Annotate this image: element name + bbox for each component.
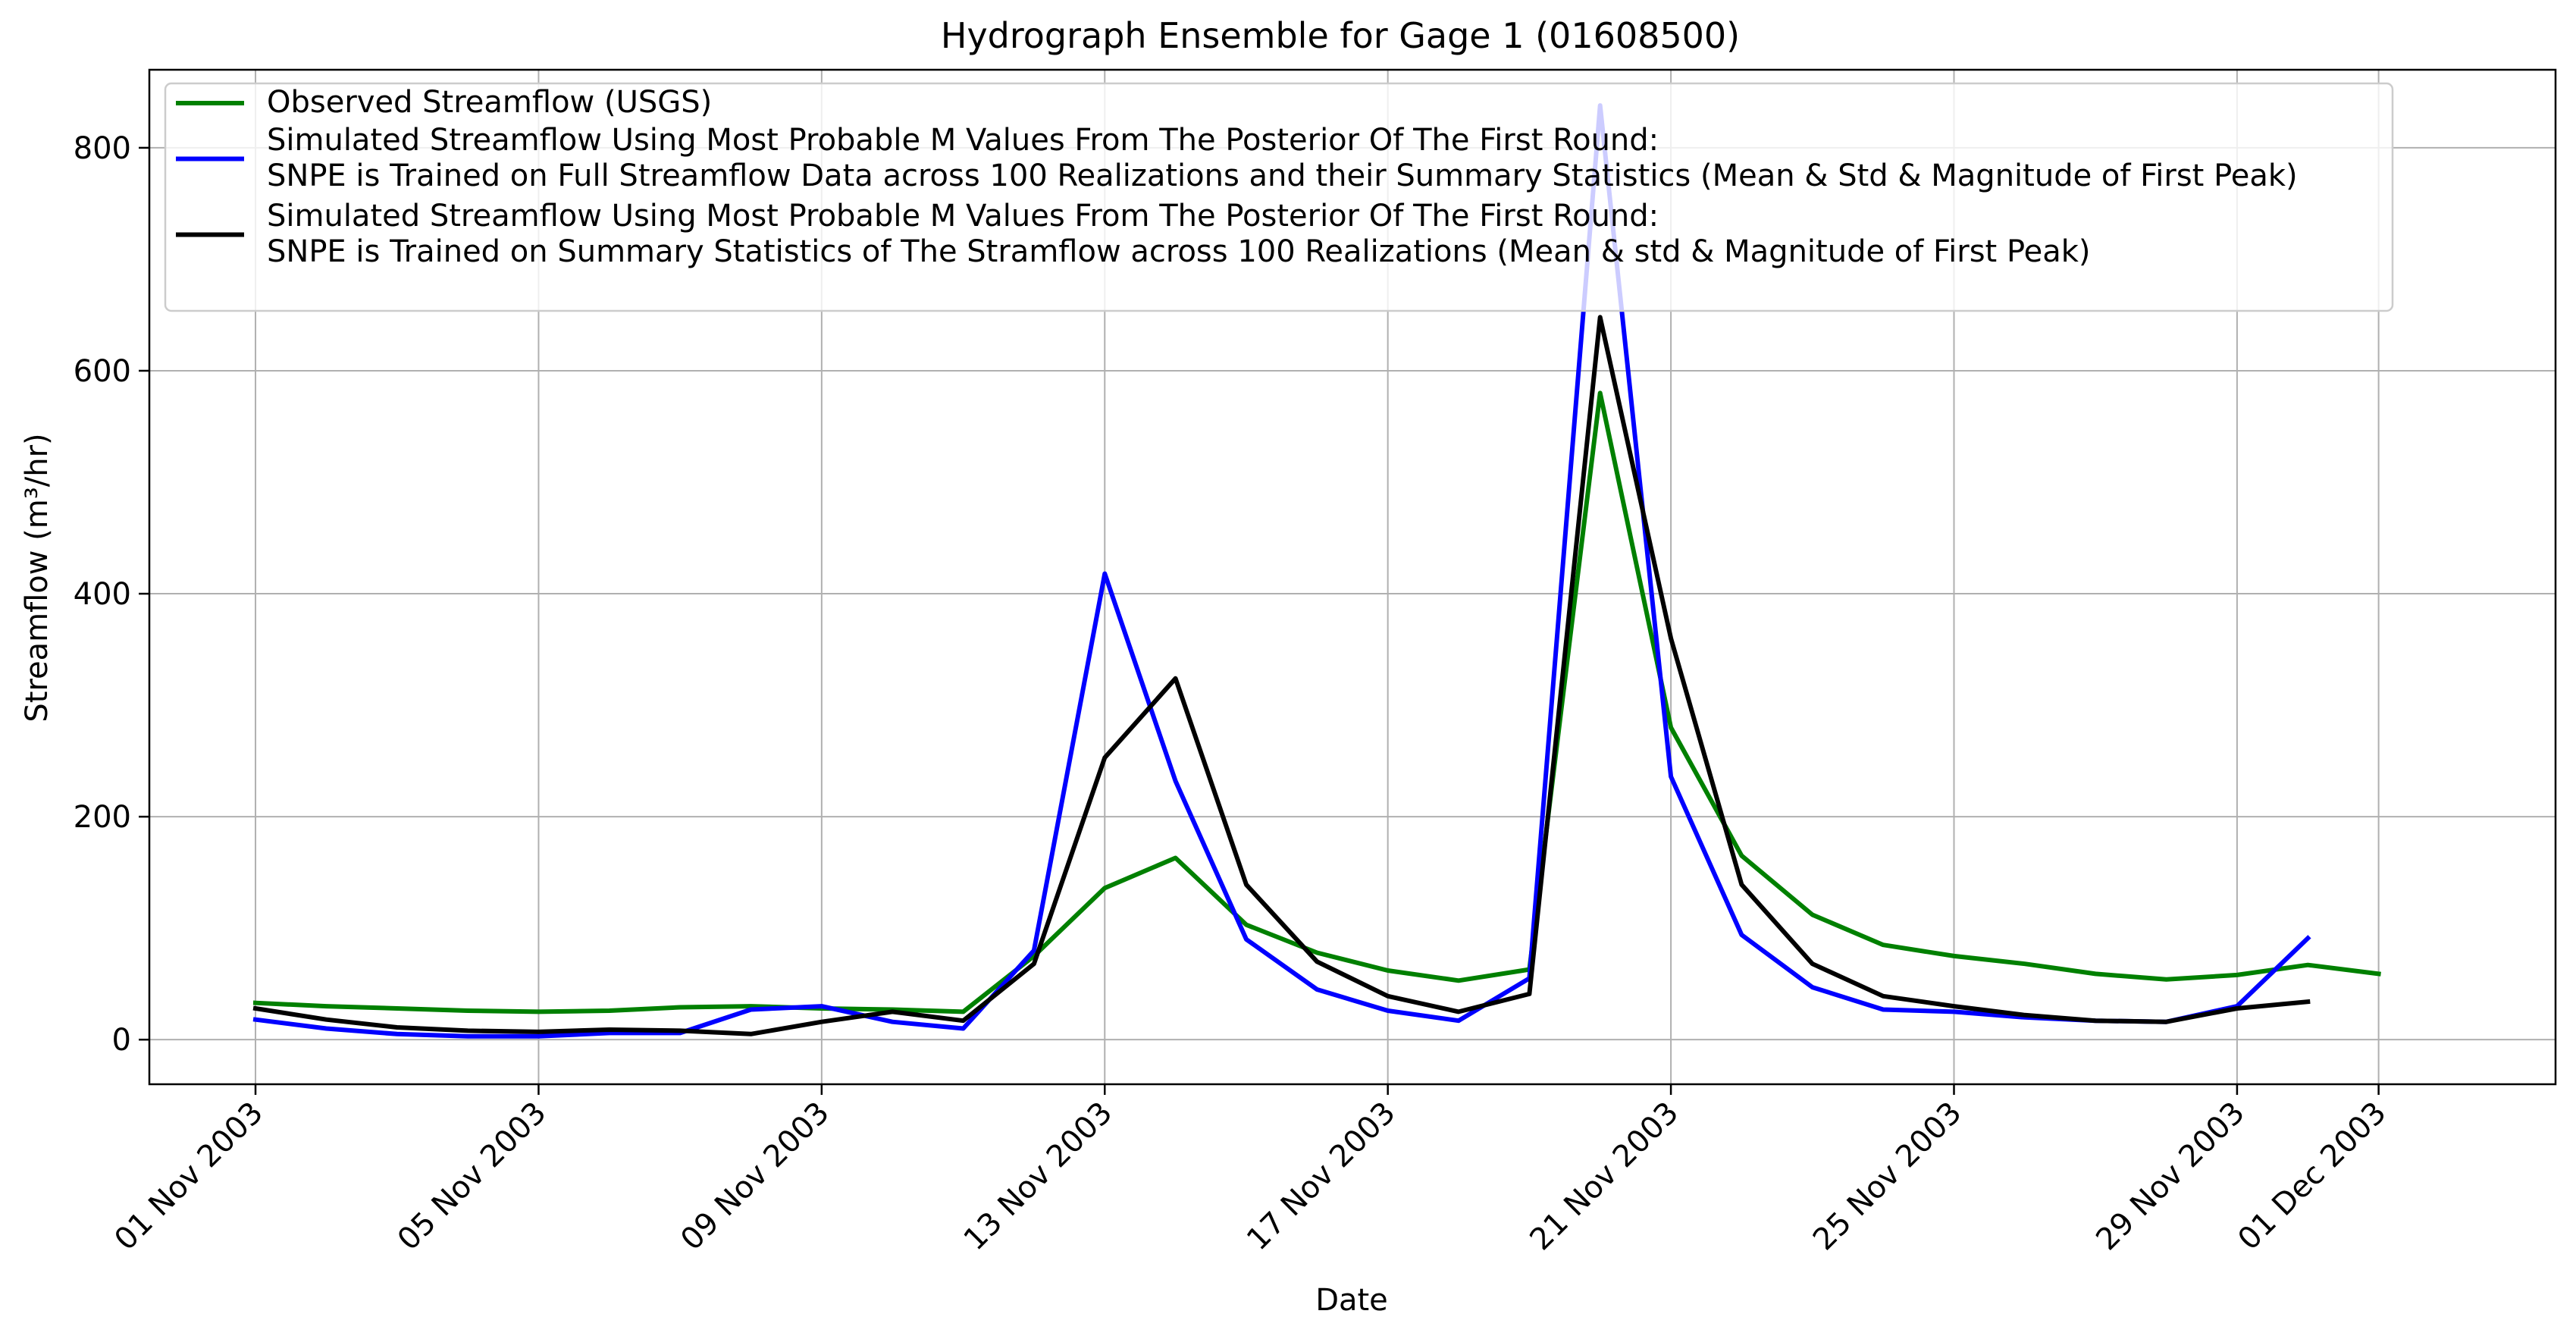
- series-line-3: [252, 315, 2311, 1036]
- y-axis-ticks: 0 200 400 600 800: [74, 131, 149, 1058]
- series-line-2: [252, 103, 2311, 1039]
- legend-frame: [164, 82, 2394, 312]
- y-tick-label: 200: [74, 800, 131, 835]
- series-lines: [252, 103, 2381, 1039]
- legend-entry-3: Simulated Streamflow Using Most Probable…: [267, 199, 2091, 269]
- y-tick-label: 0: [112, 1023, 131, 1058]
- y-axis-label: Streamflow (m³/hr): [20, 433, 55, 722]
- y-tick-label: 400: [74, 577, 131, 612]
- y-tick-label: 600: [74, 354, 131, 389]
- legend-entry-2: Simulated Streamflow Using Most Probable…: [267, 123, 2298, 193]
- chart-title: Hydrograph Ensemble for Gage 1 (01608500…: [941, 15, 1740, 56]
- legend-entry-1: Observed Streamflow (USGS): [267, 85, 712, 120]
- y-tick-label: 800: [74, 131, 131, 166]
- x-axis-label: Date: [1315, 1283, 1388, 1318]
- plot-frame: [148, 68, 2557, 1086]
- series-line-1: [252, 390, 2381, 1014]
- legend: Observed Streamflow (USGS)Simulated Stre…: [164, 82, 2394, 312]
